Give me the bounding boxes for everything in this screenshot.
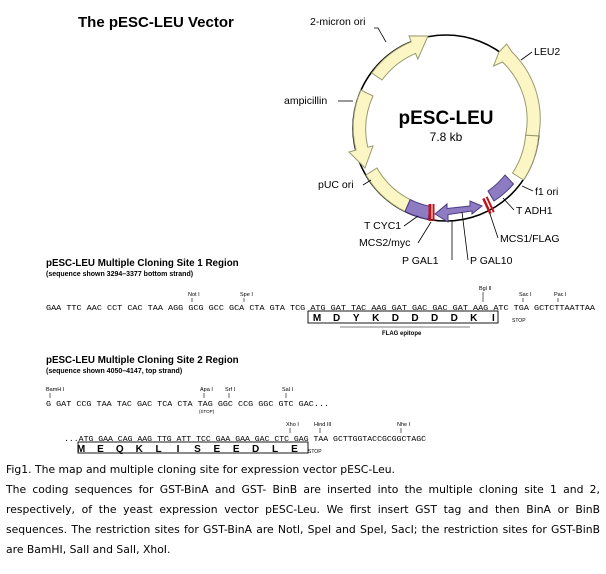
mcs1-mark <box>482 197 492 215</box>
mcs2-sequence-b: ...ATG GAA CAG AAG TTG ATT TCC GAA GAA G… <box>64 436 427 444</box>
label-mcs2: MCS2/myc <box>359 237 410 249</box>
mcs2-stop-b: STOP <box>308 449 322 455</box>
mcs1-subheader: (sequence shown 3294–3377 bottom strand) <box>46 271 193 278</box>
caption-line1: Fig1. The map and multiple cloning site … <box>6 463 395 476</box>
mcs2-header: pESC-LEU Multiple Cloning Site 2 Region <box>46 355 239 366</box>
label-tcyc1: T CYC1 <box>364 220 401 232</box>
site-not1: Not I <box>188 292 200 298</box>
label-ampicillin: ampicillin <box>284 95 327 107</box>
mcs1-aa-5: D <box>411 313 418 324</box>
plasmid-size: 7.8 kb <box>430 130 463 144</box>
label-leu2: LEU2 <box>534 46 560 58</box>
feature-puc-arrow <box>365 167 411 213</box>
site-sac1: Sac I <box>519 292 532 298</box>
myc-box <box>77 441 309 454</box>
mcs1-aa-4: D <box>392 313 399 324</box>
mcs2-sequence-a: G GAT CCG TAA TAC GAC TCA CTA TAG GGC CC… <box>46 401 329 409</box>
caption-body: The coding sequences for GST-BinA and GS… <box>6 483 600 556</box>
site-spe1: Spe I <box>240 292 253 298</box>
mcs1-sequence: GAA TTC AAC CCT CAC TAA AGG GCG GCC GCA … <box>46 305 596 313</box>
mcs1-aa-9: I <box>492 313 495 324</box>
mcs2-aa-1: E <box>97 444 104 455</box>
mcs2-aa-5: I <box>177 444 180 455</box>
mcs2-aa-3: K <box>136 444 144 455</box>
mcs1-aa-2: Y <box>353 313 360 324</box>
figure-caption: Fig1. The map and multiple cloning site … <box>6 460 600 560</box>
site-hind3: Hind III <box>314 422 332 428</box>
site-bgl2: Bgl II <box>479 286 492 292</box>
mcs2-aa-4: L <box>156 444 162 455</box>
label-mcs1: MCS1/FLAG <box>500 233 560 245</box>
feature-tadh1 <box>487 174 515 202</box>
label-puc: pUC ori <box>318 179 354 191</box>
mcs1-stop: STOP <box>512 318 526 324</box>
site-pac1: Pac I <box>554 292 567 298</box>
mcs2-aa-6: S <box>194 444 201 455</box>
mcs1-aa-8: K <box>470 313 478 324</box>
flag-epitope-label: FLAG epitope <box>382 331 422 337</box>
mcs1-aa-1: D <box>333 313 340 324</box>
site-nhe1: Nhe I <box>397 422 411 428</box>
feature-ampicillin-arrow <box>348 89 374 169</box>
mcs2-aa-7: E <box>213 444 220 455</box>
feature-2micron-arrow <box>371 35 429 81</box>
mcs2-aa-2: Q <box>116 444 124 455</box>
feature-pgal-arrow <box>434 200 483 223</box>
mcs1-aa-6: D <box>431 313 438 324</box>
mcs1-mark-b <box>485 196 495 213</box>
site-apa1: Apa I <box>200 387 213 393</box>
site-srf1: Srf I <box>225 387 236 393</box>
mcs2-aa-0: M <box>77 444 85 455</box>
site-bamh1: BamH I <box>46 387 65 393</box>
plasmid-name: pESC-LEU <box>399 108 494 129</box>
mcs2-mark <box>428 204 432 221</box>
mcs2-aa-9: D <box>252 444 259 455</box>
mcs2-aa-8: E <box>233 444 240 455</box>
mcs1-header: pESC-LEU Multiple Cloning Site 1 Region <box>46 258 239 269</box>
mcs2-mark-b <box>432 204 435 221</box>
feature-leu2-tail <box>511 134 540 181</box>
site-sal1: Sal I <box>282 387 293 393</box>
plasmid-map: pESC-LEU 7.8 kb 2-micron ori LEU2 ampici… <box>46 16 596 455</box>
mcs2-aa-11: E <box>291 444 298 455</box>
mcs1-aa-0: M <box>313 313 321 324</box>
mcs1-aa-7: D <box>451 313 458 324</box>
flag-box <box>307 310 499 324</box>
label-pgal10: P GAL10 <box>470 255 513 267</box>
mcs1-aa-3: K <box>372 313 380 324</box>
site-xho1: Xho I <box>286 422 299 428</box>
label-pgal1: P GAL1 <box>402 255 439 267</box>
mcs2-stop-a: (STOP) <box>199 409 215 414</box>
mcs2-aa-10: L <box>272 444 278 455</box>
mcs2-subheader: (sequence shown 4050–4147, top strand) <box>46 368 182 375</box>
label-2micron: 2-micron ori <box>310 16 365 28</box>
label-tadh1: T ADH1 <box>516 205 553 217</box>
label-f1: f1 ori <box>535 186 558 198</box>
figure-title: The pESC-LEU Vector <box>78 14 234 31</box>
